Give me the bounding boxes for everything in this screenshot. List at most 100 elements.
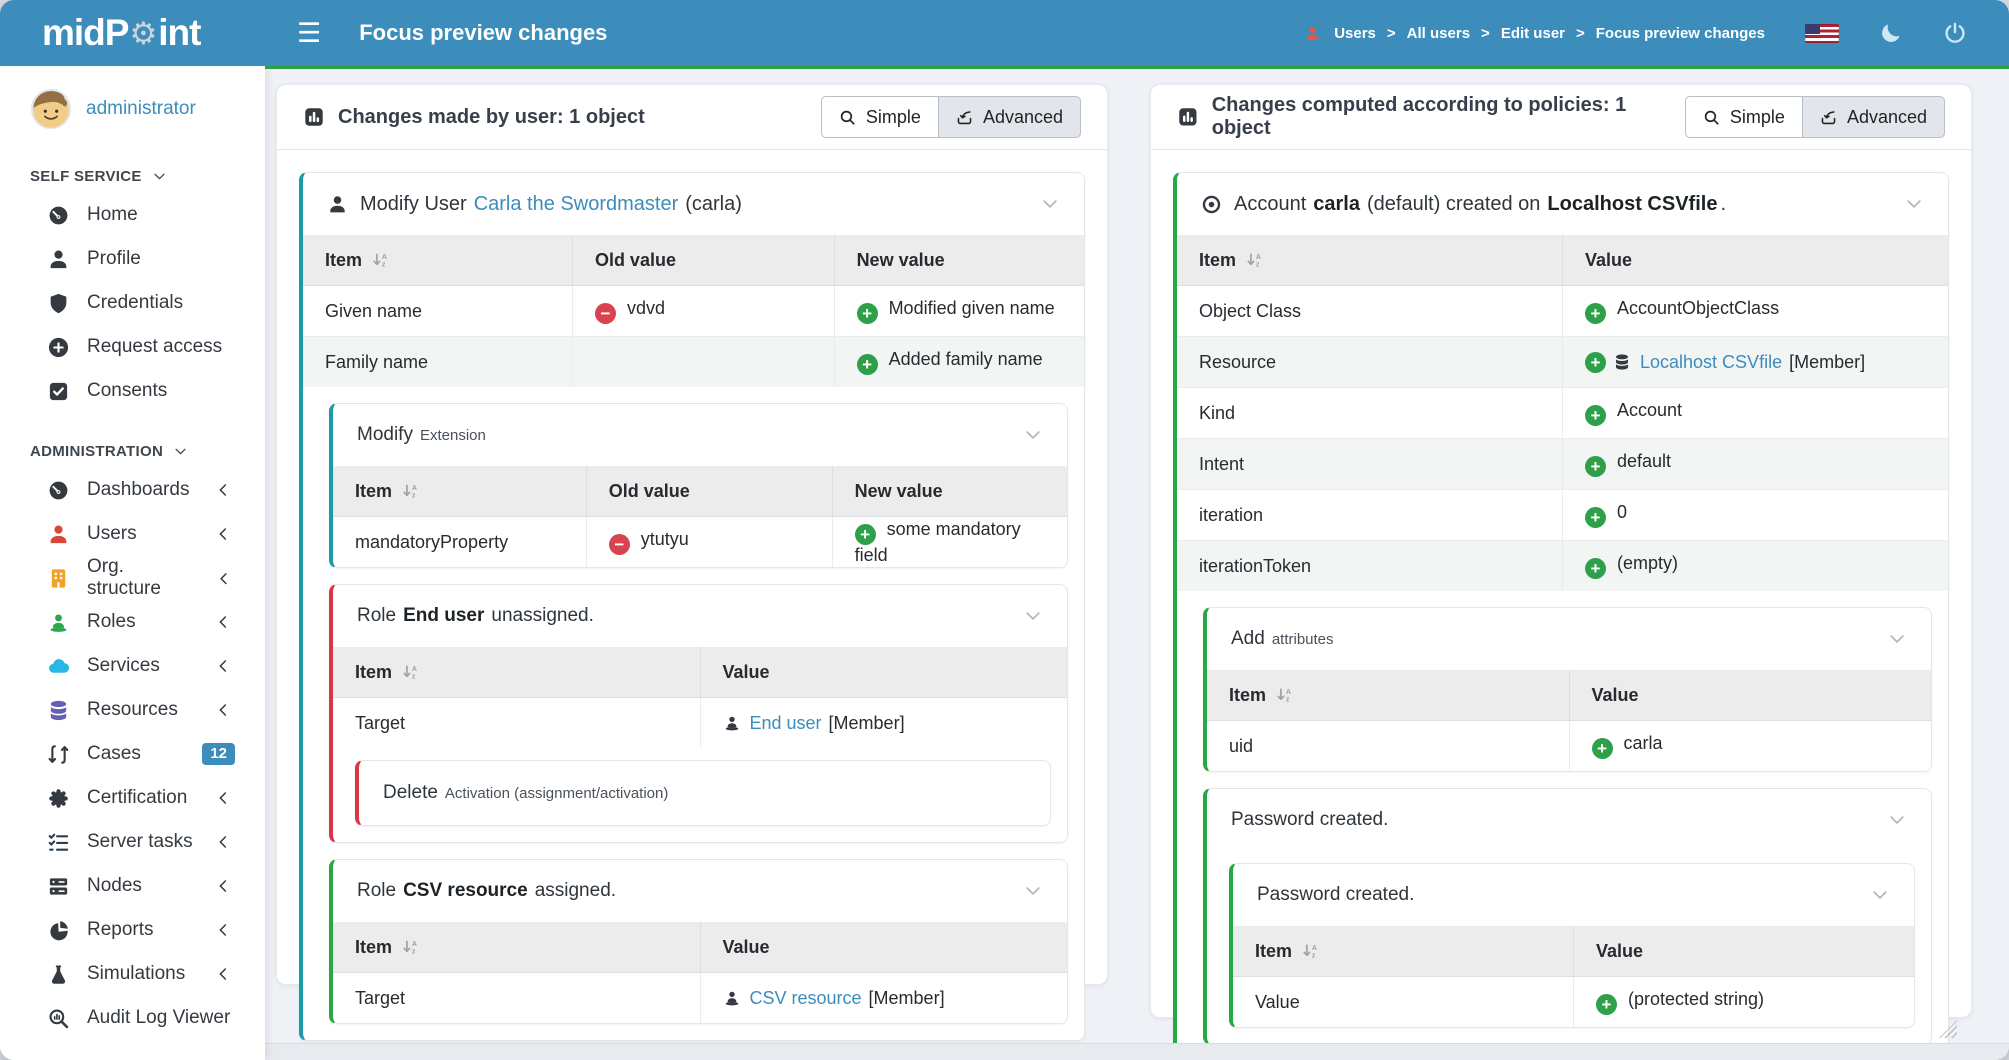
sidebar-item-request-access[interactable]: Request access: [0, 325, 265, 369]
breadcrumb-separator: >: [1481, 24, 1490, 42]
username-link[interactable]: administrator: [86, 98, 196, 119]
server-icon: [47, 875, 70, 898]
advanced-view-button[interactable]: Advanced: [1802, 96, 1945, 138]
card-title: Delete Activation (assignment/activation…: [383, 782, 668, 804]
simple-view-button[interactable]: Simple: [1684, 96, 1803, 138]
sidebar-item-reports[interactable]: Reports: [0, 908, 265, 952]
locale-flag-us[interactable]: [1805, 23, 1839, 43]
sidebar-toggle-button[interactable]: ☰: [291, 19, 327, 48]
sidebar-item-label: Users: [87, 523, 137, 544]
value-cell: +0: [1562, 489, 1948, 541]
sort-alpha-icon[interactable]: [402, 482, 419, 500]
building-icon: [47, 567, 70, 590]
collapse-toggle[interactable]: [1040, 194, 1060, 214]
added-icon: +: [854, 523, 876, 545]
card-title: Role End user unassigned.: [357, 605, 594, 626]
section-administration[interactable]: ADMINISTRATION: [0, 413, 265, 468]
sidebar-item-credentials[interactable]: Credentials: [0, 281, 265, 325]
sort-alpha-icon[interactable]: [1302, 942, 1319, 960]
midpoint-logo[interactable]: midP ⚙ int: [0, 12, 265, 54]
sidebar-item-resources[interactable]: Resources: [0, 688, 265, 732]
card-modify-extension: Modify Extension Item Old value New valu…: [329, 403, 1068, 568]
sidebar-item-roles[interactable]: Roles: [0, 600, 265, 644]
sidebar-item-server-tasks[interactable]: Server tasks: [0, 820, 265, 864]
role-link[interactable]: CSV resource: [749, 987, 862, 1008]
simple-view-button[interactable]: Simple: [820, 96, 939, 138]
sort-alpha-icon[interactable]: [1276, 686, 1293, 704]
sidebar-item-dashboards[interactable]: Dashboards: [0, 468, 265, 512]
role-link[interactable]: End user: [749, 712, 822, 733]
sidebar-item-simulations[interactable]: Simulations: [0, 952, 265, 996]
column-header-value: Value: [699, 921, 1067, 973]
sidebar-user-block[interactable]: administrator: [0, 66, 265, 138]
chevron-down-icon: [1026, 612, 1040, 620]
sidebar-item-audit-log-viewer[interactable]: Audit Log Viewer: [0, 996, 265, 1040]
column-header-new-value: New value: [833, 234, 1084, 286]
sidebar-item-consents[interactable]: Consents: [0, 369, 265, 413]
column-header-item[interactable]: Item: [333, 465, 587, 517]
collapse-toggle[interactable]: [1887, 810, 1907, 830]
value-cell: + default: [1562, 438, 1948, 490]
chevron-left-icon: [215, 482, 231, 498]
column-header-item[interactable]: Item: [1177, 234, 1563, 286]
sidebar-item-home[interactable]: Home: [0, 193, 265, 237]
panel-title-text: Changes made by user: 1 object: [338, 105, 645, 128]
section-self-service[interactable]: SELF SERVICE: [0, 138, 265, 193]
advanced-view-button[interactable]: Advanced: [938, 96, 1081, 138]
collapse-toggle[interactable]: [1904, 194, 1924, 214]
new-value-cell: + Added family name: [833, 336, 1084, 388]
column-header-item[interactable]: Item: [1207, 669, 1570, 721]
card-add-attributes: Add attributes Item Value u: [1203, 607, 1932, 772]
chevron-down-icon: [173, 444, 188, 459]
column-header-item[interactable]: Item: [333, 646, 701, 698]
chevron-left-icon: [216, 570, 231, 586]
logout-button[interactable]: [1943, 21, 1967, 45]
value-cell: End user [Member]: [699, 697, 1067, 749]
collapse-toggle[interactable]: [1023, 881, 1043, 901]
panel-changes-computed: Changes computed according to policies: …: [1150, 84, 1972, 1060]
resource-link[interactable]: Localhost CSVfile: [1640, 351, 1783, 372]
old-value-cell: [571, 336, 835, 388]
breadcrumb-users[interactable]: Users: [1334, 24, 1376, 42]
sidebar: administrator SELF SERVICE Home Profile …: [0, 66, 265, 1060]
column-header-item[interactable]: Item: [1233, 925, 1574, 977]
collapse-toggle[interactable]: [1887, 629, 1907, 649]
card-header: Modify Extension: [333, 404, 1067, 466]
sort-alpha-icon[interactable]: [372, 251, 389, 269]
sidebar-item-users[interactable]: Users: [0, 512, 265, 556]
sidebar-item-nodes[interactable]: Nodes: [0, 864, 265, 908]
user-link[interactable]: Carla the Swordmaster: [473, 192, 679, 215]
value-cell: + carla: [1568, 720, 1931, 771]
relation-suffix: [Member]: [1789, 351, 1866, 372]
object-label: attributes: [1271, 631, 1334, 648]
column-header-value: Value: [1573, 925, 1914, 977]
content-top-accent: [265, 66, 2009, 69]
list-check-icon: [47, 831, 70, 854]
sort-alpha-icon[interactable]: [402, 938, 419, 956]
dark-mode-toggle[interactable]: [1879, 21, 1903, 45]
column-header-item[interactable]: Item: [333, 921, 701, 973]
flask-icon: [47, 963, 70, 986]
sort-alpha-icon[interactable]: [1246, 251, 1263, 269]
collapse-toggle[interactable]: [1023, 606, 1043, 626]
check-square-icon: [47, 380, 70, 403]
column-header-item[interactable]: Item: [303, 234, 573, 286]
sidebar-item-org-structure[interactable]: Org. structure: [0, 556, 265, 600]
simple-label: Simple: [865, 106, 921, 127]
gauge-icon: [47, 479, 70, 502]
user-icon: [47, 523, 70, 546]
sidebar-item-certification[interactable]: Certification: [0, 776, 265, 820]
section-configuration[interactable]: CONFIGURATION: [0, 1040, 265, 1060]
card-header: Delete Activation (assignment/activation…: [359, 761, 692, 825]
collapse-toggle[interactable]: [1870, 885, 1890, 905]
panel-header: Changes made by user: 1 object Simple Ad…: [277, 85, 1107, 150]
breadcrumb-all-users[interactable]: All users: [1406, 24, 1471, 42]
sort-alpha-icon[interactable]: [402, 663, 419, 681]
item-cell: Object Class: [1177, 285, 1563, 337]
sidebar-item-profile[interactable]: Profile: [0, 237, 265, 281]
collapse-toggle[interactable]: [1023, 425, 1043, 445]
sidebar-item-services[interactable]: Services: [0, 644, 265, 688]
breadcrumb-edit-user[interactable]: Edit user: [1500, 24, 1565, 42]
sidebar-item-cases[interactable]: Cases 12: [0, 732, 265, 776]
